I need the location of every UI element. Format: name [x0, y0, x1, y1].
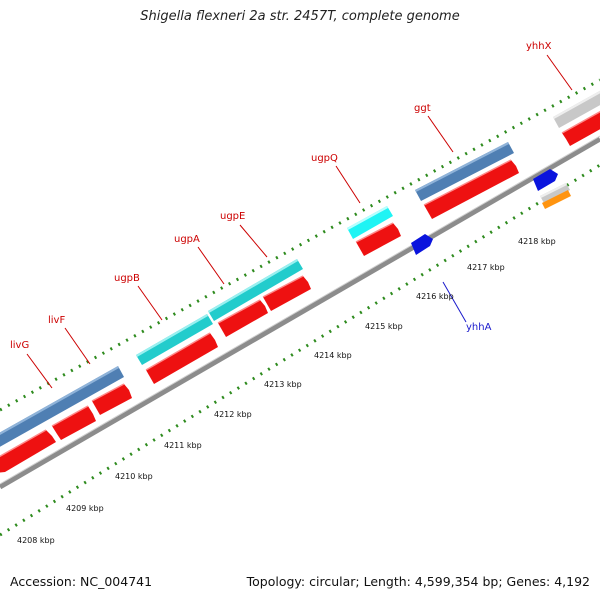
leader-livG: [26, 353, 53, 389]
cds-arrow[interactable]: [52, 406, 96, 440]
leader-livF: [64, 327, 91, 365]
cds-arrow[interactable]: [146, 333, 218, 384]
axis-tick-label: 4218 kbp: [518, 237, 556, 246]
lower-gene-track: [411, 169, 571, 255]
cds-arrow[interactable]: [218, 300, 268, 337]
map-title: Shigella flexneri 2a str. 2457T, complet…: [140, 9, 460, 24]
axis-tick-label: 4214 kbp: [314, 351, 352, 360]
upper-gene-track: [0, 88, 600, 449]
leader-ugpB: [137, 285, 163, 321]
gene-arrow[interactable]: [533, 169, 558, 191]
leader-ugpA: [197, 246, 225, 285]
genome-stats-text: Topology: circular; Length: 4,599,354 bp…: [246, 574, 590, 589]
gene-bar[interactable]: [542, 190, 571, 209]
axis-tick-label: 4211 kbp: [164, 441, 202, 450]
lower-tick-track: [0, 163, 600, 537]
gene-label-ugpE: ugpE: [220, 211, 245, 222]
upper-cds-track: [0, 109, 600, 473]
axis-tick-label: 4212 kbp: [214, 410, 252, 419]
gene-bar[interactable]: [540, 183, 570, 203]
gene-bar[interactable]: [347, 206, 393, 239]
upper-tick-track: [0, 78, 600, 412]
gene-bar[interactable]: [553, 88, 600, 128]
gene-bar[interactable]: [136, 314, 213, 365]
cds-arrow[interactable]: [92, 384, 132, 415]
axis-tick-label: 4217 kbp: [467, 263, 505, 272]
gene-bar[interactable]: [208, 259, 303, 321]
cds-arrow[interactable]: [356, 223, 401, 256]
genome-backbone: [0, 136, 600, 490]
gene-arrow[interactable]: [411, 234, 433, 255]
axis-tick-label: 4215 kbp: [365, 322, 403, 331]
leader-ugpE: [239, 224, 268, 258]
gene-bar[interactable]: [540, 183, 567, 198]
gene-label-livF: livF: [48, 315, 65, 326]
leader-ugpQ: [335, 165, 361, 204]
cds-arrow[interactable]: [0, 430, 56, 473]
genome-backbone-highlight: [0, 135, 600, 485]
gene-bar[interactable]: [0, 366, 124, 449]
gene-label-ugpA: ugpA: [174, 234, 200, 245]
gene-label-ugpQ: ugpQ: [311, 153, 338, 164]
gene-label-yhhA: yhhA: [466, 322, 492, 333]
axis-tick-label: 4213 kbp: [264, 380, 302, 389]
gene-label-yhhX: yhhX: [526, 41, 552, 52]
cds-arrow[interactable]: [562, 109, 600, 146]
gene-label-livG: livG: [10, 340, 29, 351]
axis-tick-label: 4210 kbp: [115, 472, 153, 481]
accession-text: Accession: NC_004741: [10, 574, 153, 589]
axis-tick-label: 4216 kbp: [416, 292, 454, 301]
label-leaders: [26, 54, 573, 389]
cds-arrow[interactable]: [424, 160, 519, 219]
axis-tick-label: 4208 kbp: [17, 536, 55, 545]
leader-yhhA: [442, 281, 467, 323]
leader-ggt: [427, 115, 454, 153]
gene-bar[interactable]: [415, 142, 514, 201]
axis-tick-label: 4209 kbp: [66, 504, 104, 513]
cds-arrow[interactable]: [263, 276, 311, 311]
gene-label-ugpB: ugpB: [114, 273, 140, 284]
gene-label-ggt: ggt: [414, 103, 431, 114]
leader-yhhX: [546, 54, 573, 91]
